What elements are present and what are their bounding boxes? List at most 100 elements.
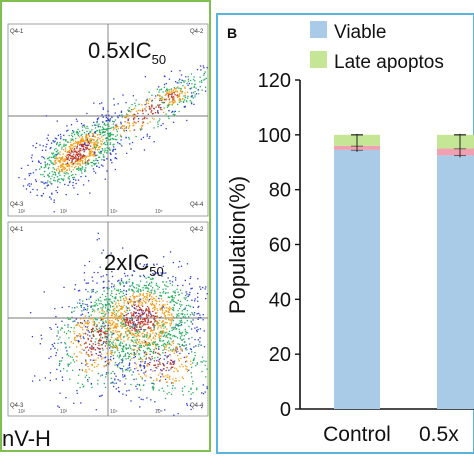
flow-event-dot <box>148 315 150 317</box>
flow-event-dot <box>168 88 170 91</box>
flow-event-dot <box>99 334 101 336</box>
flow-event-dot <box>162 310 164 312</box>
flow-event-dot <box>121 145 123 147</box>
flow-event-dot <box>102 321 104 323</box>
flow-event-dot <box>97 383 99 385</box>
flow-event-dot <box>185 291 187 293</box>
flow-event-dot <box>159 309 162 311</box>
flow-event-dot <box>139 325 141 327</box>
flow-event-dot <box>121 362 123 364</box>
flow-event-dot <box>162 304 164 306</box>
flow-event-dot <box>169 280 171 282</box>
flow-event-dot <box>130 148 132 150</box>
flow-event-dot <box>172 89 174 91</box>
flow-event-dot <box>144 76 147 78</box>
flow-event-dot <box>68 178 71 180</box>
flow-event-dot <box>79 163 82 165</box>
flow-event-dot <box>190 321 192 323</box>
quadrant-tag-q4-4-top: Q4-4 <box>190 202 204 208</box>
flow-event-dot <box>176 94 178 97</box>
flow-event-dot <box>123 304 125 306</box>
flow-event-dot <box>168 117 170 120</box>
flow-event-dot <box>79 299 81 301</box>
flow-event-dot <box>143 384 145 386</box>
flow-event-dot <box>178 332 181 334</box>
flow-event-dot <box>54 307 56 310</box>
flow-event-dot <box>85 341 87 343</box>
flow-event-dot <box>110 294 112 296</box>
flow-event-dot <box>170 359 173 362</box>
flow-event-dot <box>129 301 132 304</box>
flow-event-dot <box>196 68 199 71</box>
flow-event-dot <box>108 133 110 135</box>
flow-event-dot <box>164 321 167 324</box>
flow-event-dot <box>96 328 98 331</box>
flow-event-dot <box>150 290 152 292</box>
flow-event-dot <box>166 89 168 92</box>
flow-event-dot <box>175 347 177 349</box>
flow-event-dot <box>114 343 117 345</box>
flow-event-dot <box>115 309 118 312</box>
flow-event-dot <box>190 388 192 390</box>
flow-event-dot <box>150 313 152 316</box>
flow-event-dot <box>129 124 131 127</box>
flow-event-dot <box>135 135 137 138</box>
flow-event-dot <box>174 101 176 104</box>
flow-event-dot <box>136 326 138 329</box>
flow-event-dot <box>72 155 74 157</box>
flow-event-dot <box>185 76 187 78</box>
flow-event-dot <box>93 153 96 156</box>
flow-event-dot <box>155 343 157 346</box>
flow-event-dot <box>147 113 150 115</box>
flow-event-dot <box>164 326 167 328</box>
flow-event-dot <box>162 340 164 342</box>
flow-event-dot <box>104 313 106 315</box>
flow-event-dot <box>102 275 104 277</box>
flow-event-dot <box>197 339 200 341</box>
flow-event-dot <box>87 328 89 330</box>
flow-event-dot <box>104 335 106 337</box>
flow-event-dot <box>148 295 151 297</box>
flow-event-dot <box>126 309 129 312</box>
flow-event-dot <box>71 166 73 168</box>
flow-event-dot <box>159 294 161 297</box>
flow-event-dot <box>163 107 165 109</box>
flow-event-dot <box>149 310 151 313</box>
flow-event-dot <box>95 299 97 302</box>
flow-event-dot <box>75 182 77 185</box>
flow-event-dot <box>128 301 130 304</box>
flow-event-dot <box>180 74 183 76</box>
flow-event-dot <box>159 362 161 364</box>
flow-event-dot <box>126 320 128 322</box>
flow-event-dot <box>173 352 176 354</box>
flow-event-dot <box>166 328 168 330</box>
flow-event-dot <box>122 348 124 350</box>
flow-event-dot <box>175 346 177 348</box>
flow-event-dot <box>136 351 138 353</box>
flow-event-dot <box>178 293 181 296</box>
flow-event-dot <box>80 148 82 150</box>
flow-event-dot <box>101 308 103 311</box>
flow-event-dot <box>173 363 175 365</box>
flow-event-dot <box>77 132 79 134</box>
flow-event-dot <box>112 123 115 125</box>
flow-event-dot <box>161 321 163 323</box>
flow-event-dot <box>54 155 56 157</box>
flow-event-dot <box>123 129 125 131</box>
flow-event-dot <box>179 336 182 338</box>
flow-event-dot <box>81 145 83 147</box>
flow-event-dot <box>162 335 164 338</box>
flow-event-dot <box>134 296 136 298</box>
flow-event-dot <box>117 325 119 327</box>
flow-event-dot <box>138 313 141 315</box>
flow-event-dot <box>163 323 166 325</box>
flow-event-dot <box>181 335 183 337</box>
flow-event-dot <box>149 333 152 335</box>
flow-event-dot <box>133 307 135 309</box>
flow-event-dot <box>80 318 82 320</box>
flow-event-dot <box>90 150 93 152</box>
quadrant-tag-q4-1-bottom: Q4-1 <box>10 227 24 233</box>
flow-event-dot <box>57 158 59 160</box>
flow-event-dot <box>106 301 108 303</box>
flow-event-dot <box>114 303 117 305</box>
